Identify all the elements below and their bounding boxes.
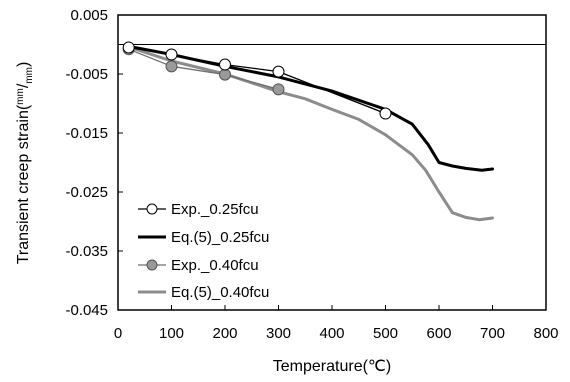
y-axis-unit-close: ) [15,62,32,67]
legend-marker-exp-040 [146,259,158,271]
y-ticks: 0.005 -0.005 -0.015 -0.025 -0.035 -0.045 [65,7,123,319]
y-tick-label: -0.025 [65,184,108,201]
data-point-2-1 [165,60,178,73]
x-tick-label: 100 [159,325,184,342]
y-tick-label: -0.035 [65,243,108,260]
y-axis-title: Transient creep strain(mm/mm) [15,62,35,265]
y-axis-unit-num: mm [15,88,26,105]
legend-label-exp-025: Exp._0.25fcu [171,201,259,218]
y-tick-label: -0.015 [65,125,108,142]
data-point-0-2 [219,58,231,71]
data-point-0-1 [165,48,178,61]
x-tick-label: 700 [480,325,505,342]
data-point-2-2 [219,68,231,81]
y-tick-label: -0.005 [65,66,108,83]
legend-label-eq-040: Eq.(5)_0.40fcu [171,284,269,301]
legend-marker-exp-025 [146,203,158,215]
x-tick-label: 200 [212,325,237,342]
y-tick-label: 0.005 [70,7,108,24]
y-axis-unit-open: ( [15,104,32,110]
y-tick-label: -0.045 [65,302,108,319]
x-ticks: 0 100 200 300 400 500 600 700 800 [114,305,559,342]
data-point-0-0 [122,41,135,54]
y-axis-unit-sep: / [15,83,32,88]
x-tick-label: 800 [533,325,558,342]
y-axis-title-text: Transient creep strain [15,110,32,264]
data-point-0-4 [379,107,392,120]
x-tick-label: 0 [114,325,122,342]
x-tick-label: 400 [319,325,344,342]
x-axis-title: Temperature(℃) [273,358,391,375]
legend-label-exp-040: Exp._0.40fcu [171,257,259,274]
x-tick-label: 300 [266,325,291,342]
y-axis-unit-den: mm [24,67,35,84]
data-point-2-3 [272,83,285,96]
series-line-2 [128,48,280,90]
x-tick-label: 500 [373,325,398,342]
legend-label-eq-025: Eq.(5)_0.25fcu [171,229,269,246]
legend: Exp._0.25fcu Eq.(5)_0.25fcu Exp._0.40fcu… [138,201,269,301]
x-tick-label: 600 [426,325,451,342]
svg-text:Transient creep strain(mm/mm): Transient creep strain(mm/mm) [15,62,35,265]
series-layer [122,41,494,222]
data-point-0-3 [272,65,285,78]
